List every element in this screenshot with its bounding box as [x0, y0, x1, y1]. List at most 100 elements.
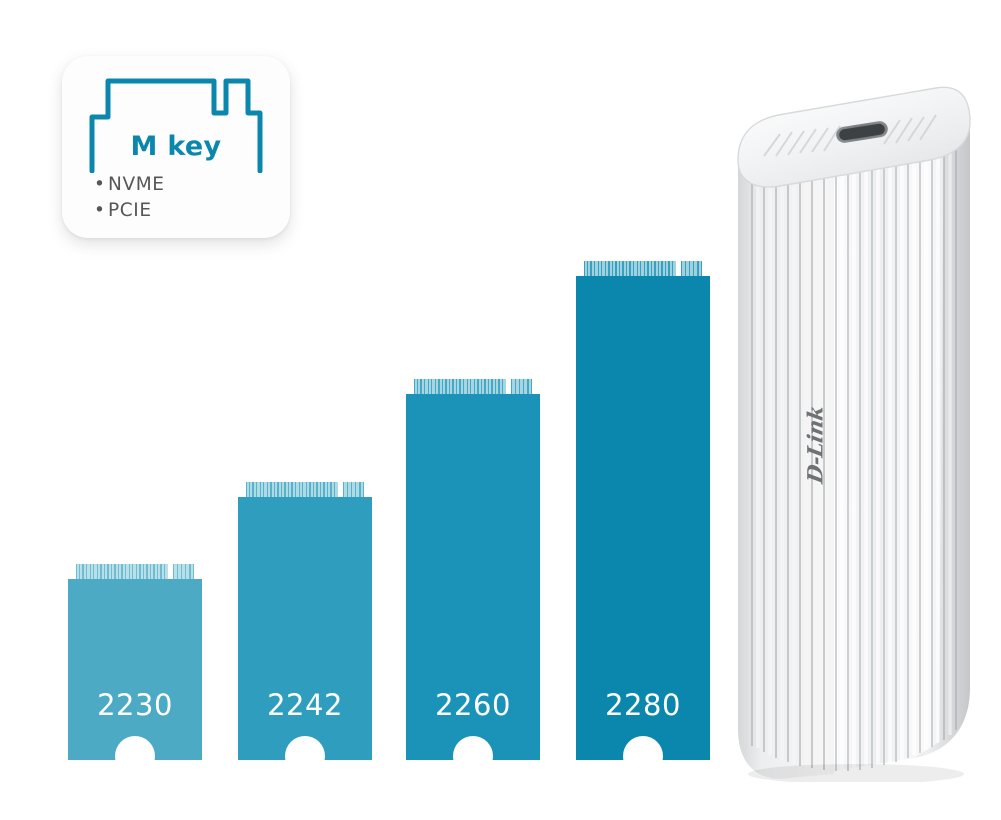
- connector-pin: [90, 564, 94, 579]
- connector-pin: [174, 564, 177, 579]
- ssd-edge-connector: [246, 482, 364, 497]
- connector-pin: [425, 379, 428, 394]
- connector-pin: [275, 482, 278, 497]
- connector-pin: [655, 261, 658, 276]
- connector-pin: [140, 564, 143, 579]
- connector-pin: [471, 379, 474, 394]
- bullet-icon: •: [94, 200, 106, 222]
- connector-pin: [478, 379, 481, 394]
- connector-pin: [613, 261, 616, 276]
- connector-pin: [698, 261, 702, 276]
- connector-pin: [443, 379, 446, 394]
- connector-pin: [605, 261, 609, 276]
- connector-pin-group-short: [343, 482, 364, 497]
- ssd-size-label: 2230: [97, 688, 173, 722]
- connector-pin: [503, 379, 506, 394]
- connector-pin: [659, 261, 662, 276]
- connector-pin: [520, 379, 524, 394]
- connector-pin: [666, 261, 669, 276]
- connector-pin: [186, 564, 190, 579]
- connector-pin: [282, 482, 285, 497]
- ssd-size-label: 2242: [267, 688, 343, 722]
- connector-pin: [321, 482, 324, 497]
- connector-pin: [335, 482, 338, 497]
- connector-pin: [122, 564, 125, 579]
- m-key-connector-icon: M key: [86, 75, 266, 173]
- connector-pin: [616, 261, 619, 276]
- connector-pin: [686, 261, 689, 276]
- connector-pin: [147, 564, 150, 579]
- connector-pin: [457, 379, 460, 394]
- list-item: • PCIE: [94, 198, 165, 224]
- connector-pin: [652, 261, 655, 276]
- connector-pin: [598, 261, 602, 276]
- connector-pin: [453, 379, 456, 394]
- connector-pin: [474, 379, 478, 394]
- connector-pin: [324, 482, 327, 497]
- connector-pin: [133, 564, 136, 579]
- connector-pin: [648, 261, 651, 276]
- connector-pin: [310, 482, 313, 497]
- connector-pin: [623, 261, 626, 276]
- connector-pin-group-long: [414, 379, 507, 394]
- connector-pin: [682, 261, 685, 276]
- connector-pin: [314, 482, 317, 497]
- connector-pin: [467, 379, 471, 394]
- ssd-size-label: 2280: [605, 688, 681, 722]
- connector-pin: [669, 261, 672, 276]
- ssd-edge-connector: [414, 379, 532, 394]
- connector-pin: [418, 379, 421, 394]
- connector-pin: [253, 482, 256, 497]
- connector-pin: [428, 379, 432, 394]
- connector-pin: [182, 564, 186, 579]
- connector-pin: [694, 261, 698, 276]
- connector-pin: [271, 482, 274, 497]
- connector-pin: [94, 564, 97, 579]
- connector-pin: [136, 564, 140, 579]
- connector-pin: [662, 261, 665, 276]
- connector-pin: [352, 482, 356, 497]
- connector-pin: [644, 261, 648, 276]
- connector-pin: [158, 564, 161, 579]
- list-item: • NVME: [94, 172, 165, 198]
- connector-pin: [634, 261, 637, 276]
- connector-pin: [489, 379, 492, 394]
- m-key-info-card: M key • NVME • PCIE: [62, 56, 290, 238]
- connector-pin: [439, 379, 442, 394]
- connector-pin: [602, 261, 605, 276]
- connector-pin-group-long: [246, 482, 339, 497]
- connector-pin: [83, 564, 86, 579]
- ssd-edge-connector: [584, 261, 702, 276]
- connector-pin: [264, 482, 267, 497]
- connector-pin-group-short: [173, 564, 194, 579]
- ssd-edge-connector: [76, 564, 194, 579]
- connector-pin: [250, 482, 253, 497]
- connector-pin: [460, 379, 463, 394]
- connector-pin: [485, 379, 488, 394]
- connector-pin: [331, 482, 334, 497]
- connector-pin: [328, 482, 331, 497]
- connector-pin: [356, 482, 360, 497]
- connector-pin: [317, 482, 320, 497]
- connector-pin: [344, 482, 347, 497]
- feature-label: NVME: [108, 174, 165, 195]
- ssd-bar: 2230: [68, 564, 202, 760]
- connector-pin: [97, 564, 101, 579]
- m-key-feature-list: • NVME • PCIE: [94, 172, 165, 225]
- ssd-board: 2280: [576, 276, 710, 760]
- ssd-bar: 2242: [238, 482, 372, 760]
- connector-pin: [512, 379, 515, 394]
- connector-pin: [151, 564, 154, 579]
- connector-pin: [144, 564, 147, 579]
- connector-pin: [609, 261, 612, 276]
- connector-pin: [595, 261, 598, 276]
- connector-pin: [591, 261, 594, 276]
- feature-label: PCIE: [108, 200, 152, 222]
- connector-pin: [421, 379, 424, 394]
- connector-pin: [278, 482, 281, 497]
- connector-pin: [154, 564, 157, 579]
- bullet-icon: •: [94, 174, 106, 195]
- connector-pin: [80, 564, 83, 579]
- connector-pin: [126, 564, 129, 579]
